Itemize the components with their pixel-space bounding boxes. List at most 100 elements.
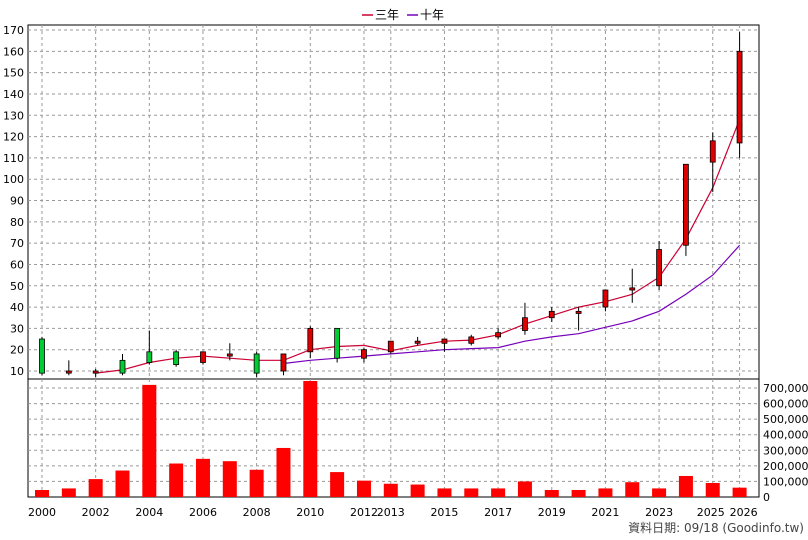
x-tick-label: 2013 <box>377 506 405 519</box>
candle-body <box>602 289 609 308</box>
candle-2006 <box>200 351 206 365</box>
price-panel: 10 20 30 40 50 60 70 80 90 100 110 120 130 140 150 160 1… <box>3 24 760 380</box>
volume-tick-label: 500,000 <box>763 413 808 426</box>
x-tick-label: 2012 <box>350 506 378 519</box>
price-tick-label: 30 <box>10 322 24 335</box>
candle-2010 <box>307 326 314 359</box>
candle-2011 <box>334 327 341 363</box>
candle-2016 <box>468 334 475 346</box>
price-tick-label: 160 <box>3 45 24 58</box>
volume-tick-label: 0 <box>763 491 770 504</box>
volume-bar-2003 <box>115 470 130 497</box>
volume-bar-2004 <box>142 384 157 497</box>
candle-body <box>656 249 662 287</box>
candle-2018 <box>522 302 528 335</box>
price-tick-label: 60 <box>10 258 24 271</box>
candle-2009 <box>280 353 287 376</box>
volume-bar-2009 <box>276 447 291 497</box>
candle-body <box>334 327 341 359</box>
legend-label-10yr: 十年 <box>420 8 444 22</box>
volume-bar-2008 <box>249 469 264 497</box>
candle-body <box>495 332 502 338</box>
candle-2020 <box>575 307 582 331</box>
x-tick-label: 2019 <box>538 506 566 519</box>
volume-bar-2021 <box>598 488 613 497</box>
volume-tick-label: 600,000 <box>763 398 808 411</box>
candle-body <box>39 338 45 374</box>
x-tick-label: 2004 <box>135 506 163 519</box>
volume-bar-2011 <box>330 472 345 497</box>
volume-bar-2023 <box>652 488 667 497</box>
candle-body <box>575 310 582 314</box>
price-tick-label: 100 <box>3 173 24 186</box>
price-tick-label: 130 <box>3 109 24 122</box>
volume-bar-2013 <box>383 483 398 497</box>
candle-2007 <box>226 343 233 361</box>
candle-2001 <box>65 360 72 376</box>
price-tick-label: 90 <box>10 195 24 208</box>
volume-bar-2017 <box>491 488 506 497</box>
candle-2000 <box>39 336 45 376</box>
candle-body <box>548 310 555 319</box>
candle-2015 <box>441 338 448 352</box>
candle-body <box>736 50 743 144</box>
candle-body <box>683 163 689 246</box>
x-tick-label: 2025 <box>697 506 725 519</box>
price-tick-label: 20 <box>10 344 24 357</box>
candle-body <box>280 353 287 372</box>
volume-bar-2005 <box>169 463 184 497</box>
x-tick-label: 2015 <box>430 506 458 519</box>
volume-bar-2020 <box>571 489 586 497</box>
candle-body <box>441 338 448 344</box>
candle-2022 <box>629 268 636 303</box>
x-tick-label: 2023 <box>645 506 673 519</box>
volume-bar-2024 <box>678 475 693 497</box>
legend-label-3yr: 三年 <box>375 8 399 22</box>
candle-body <box>709 140 716 163</box>
candle-body <box>629 287 636 291</box>
x-tick-label: 2026 <box>730 506 758 519</box>
price-tick-label: 140 <box>3 88 24 101</box>
price-y-axis: 10 20 30 40 50 60 70 80 90 100 110 120 130 140 150 160 1… <box>3 24 24 378</box>
candle-body <box>200 351 206 363</box>
legend: 三年 十年 <box>362 8 444 22</box>
volume-bar-2002 <box>88 479 103 497</box>
price-tick-label: 170 <box>3 24 24 37</box>
volume-tick-label: 300,000 <box>763 444 808 457</box>
candle-body <box>173 351 180 366</box>
volume-bar-2016 <box>464 488 479 497</box>
candle-body <box>253 353 260 374</box>
price-tick-label: 80 <box>10 216 24 229</box>
price-gridlines <box>28 25 759 379</box>
x-tick-label: 2010 <box>296 506 324 519</box>
ma-line-十年 <box>283 244 741 365</box>
volume-bar-2015 <box>437 488 452 497</box>
data-date-footer: 資料日期: 09/18 (Goodinfo.tw) <box>628 521 804 535</box>
price-tick-label: 70 <box>10 237 24 250</box>
volume-tick-label: 100,000 <box>763 475 808 488</box>
volume-plot-area <box>27 378 760 498</box>
candle-body <box>307 327 314 353</box>
volume-bar-2012 <box>356 480 371 497</box>
candle-body <box>468 336 475 344</box>
volume-bar-2026 <box>732 487 747 497</box>
candle-body <box>361 349 367 359</box>
candle-2005 <box>173 349 180 367</box>
candlesticks <box>39 32 743 378</box>
candle-2013 <box>387 340 394 354</box>
volume-bar-2022 <box>625 482 640 497</box>
candle-2025 <box>709 132 716 192</box>
candle-body <box>226 353 233 357</box>
candle-2026 <box>736 32 743 158</box>
x-tick-label: 2000 <box>28 506 56 519</box>
price-tick-label: 50 <box>10 280 24 293</box>
x-tick-label: 2017 <box>484 506 512 519</box>
candle-2003 <box>119 353 126 376</box>
candle-body <box>119 359 126 374</box>
volume-bar-2007 <box>222 461 237 497</box>
price-plot-area <box>27 24 760 380</box>
candle-2017 <box>495 328 502 340</box>
volume-bar-2014 <box>410 484 425 497</box>
price-tick-label: 10 <box>10 365 24 378</box>
